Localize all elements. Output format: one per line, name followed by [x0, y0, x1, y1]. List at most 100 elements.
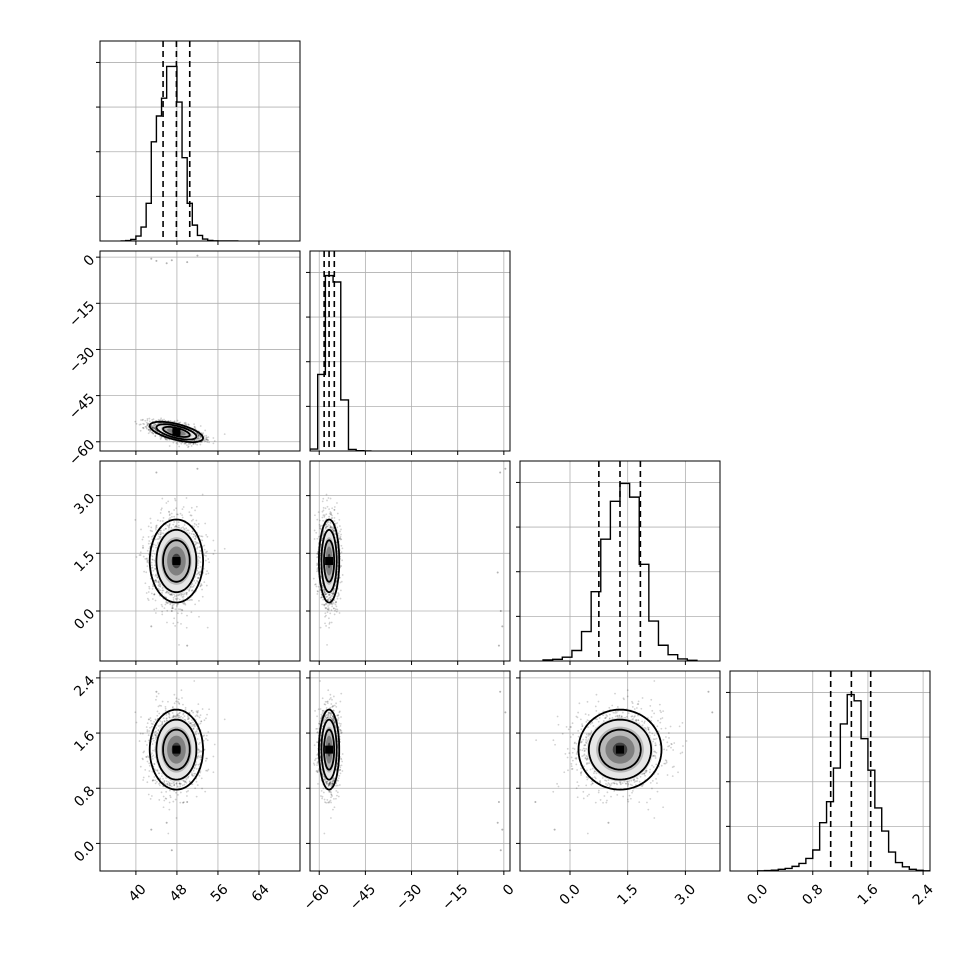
- sample-point: [173, 420, 176, 423]
- sample-point: [194, 535, 197, 538]
- sample-point: [154, 423, 157, 426]
- sample-point: [183, 527, 185, 530]
- sample-point: [154, 527, 157, 530]
- sample-point: [202, 432, 205, 435]
- sample-point: [161, 520, 164, 522]
- sample-point: [316, 518, 319, 521]
- sample-point: [326, 525, 328, 528]
- sample-point: [165, 438, 167, 441]
- sample-point: [340, 533, 342, 536]
- sample-point: [338, 612, 341, 614]
- sample-point: [150, 567, 153, 569]
- sample-point: [172, 622, 175, 625]
- sample-point: [177, 524, 180, 527]
- sample-point: [337, 594, 340, 597]
- sample-point: [199, 435, 202, 438]
- sample-point: [161, 497, 164, 500]
- sample-point: [327, 605, 329, 607]
- sample-point: [159, 531, 162, 534]
- sample-point: [155, 528, 157, 531]
- sample-point: [325, 526, 327, 529]
- sample-point: [192, 518, 194, 521]
- sample-point: [147, 429, 150, 431]
- sample-point: [179, 608, 182, 611]
- sample-point: [160, 603, 163, 606]
- sample-point: [170, 610, 173, 612]
- sample-point: [167, 525, 170, 528]
- sample-point: [193, 522, 196, 525]
- grid: [100, 461, 300, 661]
- sample-point: [316, 552, 319, 555]
- sample-point: [197, 434, 200, 436]
- sample-point: [197, 572, 200, 574]
- sample-point: [325, 596, 328, 599]
- sample-point: [321, 510, 324, 513]
- sample-point: [158, 535, 161, 538]
- sample-point: [197, 434, 200, 437]
- sample-point: [212, 771, 215, 774]
- sample-point: [168, 527, 170, 529]
- sample-point: [173, 617, 176, 620]
- sample-point: [200, 583, 203, 585]
- sample-point: [195, 432, 198, 435]
- sample-point: [151, 427, 154, 429]
- sample-point: [192, 443, 195, 445]
- sample-point: [187, 446, 189, 449]
- sample-point: [142, 547, 144, 549]
- sample-point: [178, 593, 181, 596]
- sample-point: [195, 579, 198, 582]
- sample-point: [212, 442, 215, 445]
- sample-point: [145, 426, 148, 429]
- panel-frame: [309, 460, 511, 662]
- sample-point: [170, 593, 173, 596]
- sample-point: [152, 543, 155, 546]
- sample-point: [165, 591, 167, 594]
- sample-point: [183, 602, 186, 605]
- sample-point: [194, 534, 197, 537]
- sample-point: [191, 589, 194, 591]
- sample-point: [168, 445, 171, 447]
- sample-point: [329, 511, 332, 513]
- panel-frame: [519, 460, 721, 662]
- sample-point: [199, 585, 202, 588]
- sample-point: [152, 427, 155, 430]
- sample-point: [160, 417, 163, 420]
- sample-point: [196, 546, 199, 549]
- sample-point: [205, 438, 207, 441]
- sample-point: [168, 593, 171, 596]
- sample-point: [158, 585, 161, 588]
- sample-point: [187, 445, 190, 448]
- sample-point: [191, 599, 193, 601]
- sample-point: [198, 573, 201, 576]
- sample-point: [338, 576, 341, 579]
- sample-point: [317, 511, 320, 514]
- sample-point: [341, 574, 344, 576]
- sample-point: [328, 621, 331, 624]
- sample-point: [168, 513, 171, 516]
- sample-point: [142, 546, 145, 549]
- sample-point: [184, 442, 187, 445]
- sample-point: [162, 516, 165, 519]
- sample-point: [198, 571, 200, 573]
- sample-point: [324, 593, 327, 596]
- sample-point: [200, 436, 203, 439]
- sample-point: [142, 427, 145, 430]
- sample-point: [176, 526, 179, 529]
- sample-point: [203, 440, 206, 443]
- sample-point: [328, 617, 330, 620]
- sample-point: [339, 581, 342, 584]
- sample-point: [338, 519, 341, 521]
- sample-point: [327, 597, 330, 600]
- sample-point: [157, 587, 160, 590]
- sample-point: [183, 422, 186, 424]
- sample-point: [190, 519, 193, 522]
- sample-point: [324, 527, 327, 530]
- sample-point: [186, 614, 188, 617]
- sample-point: [321, 596, 323, 599]
- sample-point: [182, 598, 185, 601]
- sample-point: [320, 596, 322, 599]
- sample-point: [323, 603, 326, 606]
- sample-point: [332, 593, 335, 596]
- sample-point: [180, 594, 183, 597]
